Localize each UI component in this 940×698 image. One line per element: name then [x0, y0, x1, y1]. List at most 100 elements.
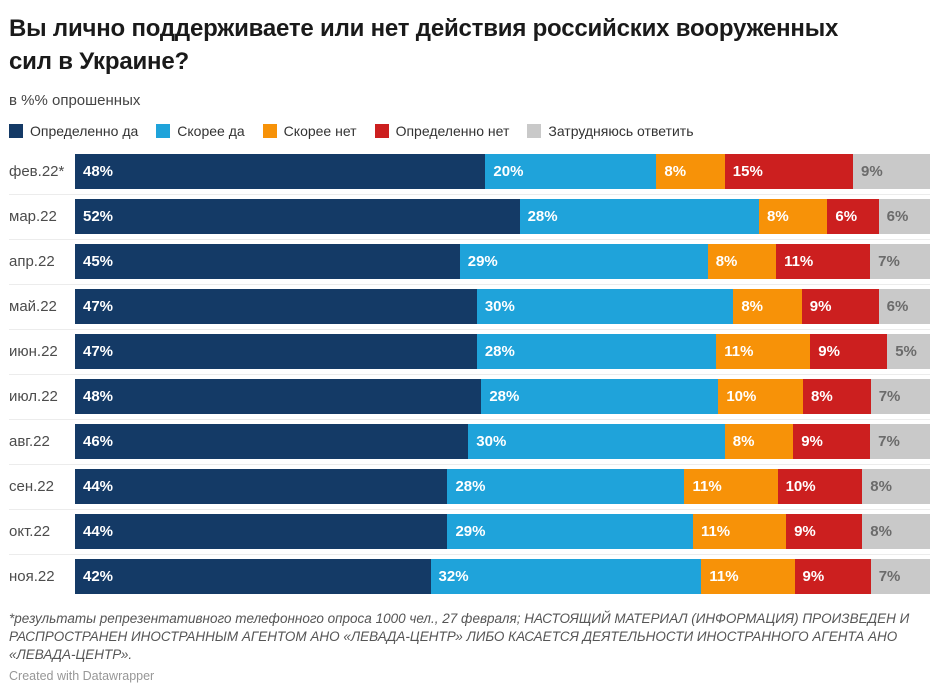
chart-subtitle: в %% опрошенных [9, 92, 141, 109]
bar-track: 52% 28% 8% 6% 6% [75, 199, 930, 234]
segment-value-label: 45% [83, 253, 114, 270]
row-label: май.22 [9, 298, 57, 315]
segment-value-label: 7% [878, 568, 901, 585]
bar-segment: 8% [758, 199, 828, 234]
segment-value-label: 6% [835, 208, 858, 225]
segment-value-label: 9% [861, 163, 883, 180]
bar-segment: 9% [794, 559, 871, 594]
row-label: мар.22 [9, 208, 57, 225]
bar-segment: 32% [430, 559, 702, 594]
bar-row: апр.22 45% 29% 8% 11% 7% [9, 244, 930, 285]
bar-track: 47% 28% 11% 9% 5% [75, 334, 930, 369]
bar-segment: 30% [468, 424, 725, 459]
bar-row: ноя.22 42% 32% 11% 9% 7% [9, 559, 930, 594]
segment-value-label: 44% [83, 478, 114, 495]
segment-value-label: 11% [700, 523, 731, 540]
bar-segment: 52% [75, 199, 520, 234]
chart-title-line1: Вы лично поддерживаете или нет действия … [9, 15, 839, 42]
bar-segment: 28% [447, 469, 685, 504]
chart-title-line2: сил в Украине? [9, 48, 189, 75]
bar-segment: 8% [862, 514, 930, 549]
segment-value-label: 7% [878, 253, 900, 270]
bar-segment: 46% [75, 424, 469, 459]
bar-segment: 29% [447, 514, 693, 549]
segment-value-label: 20% [493, 163, 524, 180]
bar-segment: 15% [724, 154, 854, 189]
bar-segment: 9% [786, 514, 863, 549]
segment-value-label: 15% [732, 163, 763, 180]
bar-segment: 11% [692, 514, 787, 549]
legend-item: Затрудняюсь ответить [527, 123, 693, 139]
segment-value-label: 48% [83, 388, 114, 405]
segment-value-label: 11% [724, 343, 754, 360]
bar-segment: 8% [862, 469, 930, 504]
legend-swatch [262, 124, 277, 138]
bar-segment: 7% [870, 379, 930, 414]
bar-segment: 5% [887, 334, 930, 369]
segment-value-label: 30% [476, 433, 507, 450]
segment-value-label: 7% [878, 433, 900, 450]
bar-segment: 29% [459, 244, 708, 279]
bar-row: июл.22 48% 28% 10% 8% 7% [9, 379, 930, 420]
bar-segment: 28% [481, 379, 719, 414]
bar-segment: 9% [801, 289, 879, 324]
bar-row: июн.22 47% 28% 11% 9% 5% [9, 334, 930, 375]
segment-value-label: 30% [484, 298, 515, 315]
segment-value-label: 8% [870, 523, 892, 540]
bar-segment: 48% [75, 154, 486, 189]
bar-segment: 47% [75, 289, 477, 324]
segment-value-label: 47% [83, 298, 114, 315]
bar-row: мар.22 52% 28% 8% 6% 6% [9, 199, 930, 240]
bar-segment: 42% [75, 559, 431, 594]
bar-segment: 10% [777, 469, 863, 504]
segment-value-label: 28% [484, 343, 515, 360]
segment-value-label: 46% [83, 433, 114, 450]
segment-value-label: 9% [809, 298, 832, 315]
bar-segment: 47% [75, 334, 477, 369]
bar-segment: 6% [878, 289, 930, 324]
bar-segment: 20% [485, 154, 657, 189]
segment-value-label: 48% [83, 163, 114, 180]
segment-value-label: 6% [886, 298, 909, 315]
segment-value-label: 44% [83, 523, 114, 540]
legend-label: Определенно да [30, 123, 139, 139]
bar-row: окт.22 44% 29% 11% 9% 8% [9, 514, 930, 555]
legend-item: Скорее да [156, 123, 245, 139]
bar-row: фев.22* 48% 20% 8% 15% 9% [9, 154, 930, 195]
segment-value-label: 8% [664, 163, 687, 180]
legend-swatch [374, 124, 389, 138]
bar-segment: 30% [476, 289, 734, 324]
row-label: апр.22 [9, 253, 55, 270]
legend-swatch [156, 124, 171, 138]
legend-item: Определенно нет [374, 123, 509, 139]
segment-value-label: 9% [818, 343, 840, 360]
bar-segment: 9% [793, 424, 871, 459]
segment-value-label: 29% [467, 253, 498, 270]
row-label: сен.22 [9, 478, 54, 495]
bar-track: 42% 32% 11% 9% 7% [75, 559, 930, 594]
row-label: июл.22 [9, 388, 58, 405]
bar-segment: 7% [870, 559, 930, 594]
segment-value-label: 8% [732, 433, 755, 450]
segment-value-label: 8% [741, 298, 764, 315]
segment-value-label: 11% [709, 568, 739, 585]
segment-value-label: 28% [527, 208, 558, 225]
segment-value-label: 11% [784, 253, 814, 270]
segment-value-label: 47% [83, 343, 114, 360]
segment-value-label: 8% [810, 388, 833, 405]
row-label: окт.22 [9, 523, 51, 540]
segment-value-label: 7% [878, 388, 901, 405]
segment-value-label: 8% [870, 478, 892, 495]
bar-track: 44% 28% 11% 10% 8% [75, 469, 930, 504]
segment-value-label: 10% [785, 478, 816, 495]
bar-segment: 7% [870, 424, 930, 459]
bar-segment: 10% [718, 379, 803, 414]
segment-value-label: 28% [455, 478, 486, 495]
bar-segment: 8% [707, 244, 777, 279]
bar-segment: 11% [701, 559, 795, 594]
segment-value-label: 32% [438, 568, 469, 585]
bar-segment: 6% [878, 199, 930, 234]
bar-track: 47% 30% 8% 9% 6% [75, 289, 930, 324]
bar-track: 46% 30% 8% 9% 7% [75, 424, 930, 459]
bar-segment: 11% [716, 334, 811, 369]
